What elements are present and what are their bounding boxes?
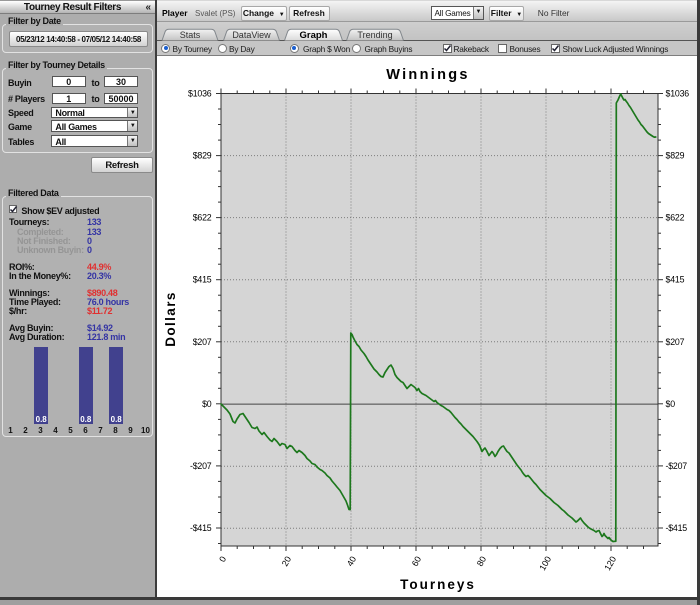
svg-text:$415: $415 [666, 275, 685, 285]
svg-text:40: 40 [345, 554, 359, 568]
svg-text:120: 120 [602, 554, 618, 572]
svg-text:$622: $622 [193, 213, 212, 223]
svg-text:80: 80 [475, 554, 489, 568]
svg-text:$829: $829 [666, 151, 685, 161]
svg-text:Stats: Stats [180, 30, 201, 40]
svg-text:60: 60 [410, 554, 424, 568]
svg-text:-$207: -$207 [190, 461, 212, 471]
svg-text:-$415: -$415 [666, 523, 688, 533]
svg-text:0: 0 [217, 554, 228, 563]
svg-text:Tourneys: Tourneys [400, 577, 476, 592]
svg-text:Graph: Graph [300, 30, 328, 41]
svg-text:$207: $207 [666, 337, 685, 347]
svg-text:DataView: DataView [232, 30, 271, 40]
svg-text:$829: $829 [193, 151, 212, 161]
svg-text:$1036: $1036 [188, 89, 212, 99]
svg-text:$1036: $1036 [666, 89, 690, 99]
svg-text:20: 20 [280, 554, 294, 568]
svg-text:-$415: -$415 [190, 523, 212, 533]
svg-text:$0: $0 [202, 399, 212, 409]
svg-text:$0: $0 [666, 399, 676, 409]
svg-text:$207: $207 [193, 337, 212, 347]
svg-text:Winnings: Winnings [386, 67, 470, 83]
svg-text:$415: $415 [193, 275, 212, 285]
svg-text:$622: $622 [666, 213, 685, 223]
svg-text:-$207: -$207 [666, 461, 688, 471]
svg-text:Dollars: Dollars [163, 291, 178, 347]
svg-text:Trending: Trending [357, 30, 392, 40]
svg-text:100: 100 [537, 554, 553, 572]
